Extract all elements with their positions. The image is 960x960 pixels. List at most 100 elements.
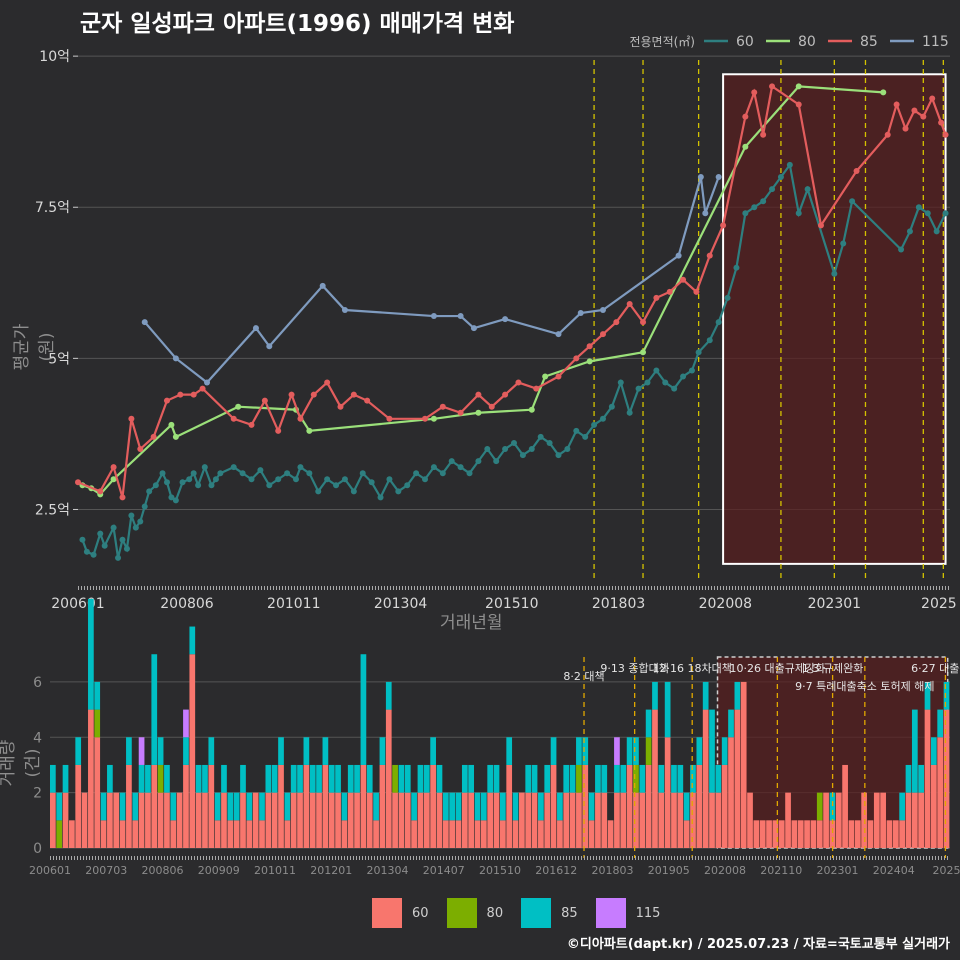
bar-60 <box>506 764 513 848</box>
data-point-85 <box>310 391 317 398</box>
bar-60 <box>138 792 145 848</box>
data-point-115 <box>577 310 584 317</box>
bar-60 <box>753 820 760 848</box>
data-point-85 <box>190 391 197 398</box>
bar-60 <box>208 764 215 848</box>
bar-60 <box>671 792 677 848</box>
policy-annotation: 10·26 대출규제강화 <box>730 662 826 675</box>
legend-swatch <box>521 898 552 928</box>
bar-85 <box>385 681 392 710</box>
data-point-85 <box>938 119 945 126</box>
data-point-60 <box>297 464 304 471</box>
bar-60 <box>538 820 544 848</box>
bar-60 <box>677 792 684 848</box>
data-point-85 <box>640 319 647 326</box>
bar-60 <box>379 764 386 848</box>
bar-85 <box>290 764 297 793</box>
data-point-60 <box>653 367 660 374</box>
bar-85 <box>601 764 608 793</box>
bar-60 <box>202 792 208 848</box>
bar-85 <box>442 792 449 821</box>
top-x-tick-label: 200806 <box>160 596 214 612</box>
bottom-x-tick-label: 200806 <box>142 864 184 877</box>
data-point-85 <box>653 294 660 301</box>
bar-60 <box>582 764 589 848</box>
data-point-60 <box>152 482 159 489</box>
bottom-x-tick-label: 200909 <box>198 864 240 877</box>
data-point-85 <box>884 131 891 138</box>
bar-85 <box>195 764 202 793</box>
bar-85 <box>259 792 265 821</box>
bar-60 <box>734 709 741 848</box>
data-point-80 <box>880 89 887 96</box>
data-point-85 <box>488 403 495 410</box>
bar-115 <box>614 737 620 765</box>
bar-60 <box>487 792 494 848</box>
data-point-60 <box>840 240 847 247</box>
bar-60 <box>772 820 779 848</box>
data-point-60 <box>849 198 856 205</box>
data-point-60 <box>502 446 509 453</box>
bar-60 <box>354 792 360 848</box>
bar-60 <box>335 792 341 848</box>
data-point-85 <box>337 403 344 410</box>
series-line-115 <box>143 176 720 385</box>
bar-85 <box>157 737 164 765</box>
bar-85 <box>119 792 126 821</box>
data-point-85 <box>586 343 593 350</box>
bar-60 <box>861 792 867 848</box>
bar-60 <box>911 792 918 848</box>
data-point-115 <box>702 210 709 217</box>
data-point-60 <box>695 349 702 356</box>
bottom-y-tick-label: 0 <box>33 841 42 857</box>
bar-85 <box>138 764 145 793</box>
bar-85 <box>512 792 519 821</box>
bar-80 <box>56 820 63 848</box>
data-point-60 <box>942 210 949 217</box>
bar-60 <box>278 764 284 848</box>
data-point-115 <box>457 313 464 320</box>
bar-85 <box>576 737 582 765</box>
legend-item-85: 85 <box>521 898 578 928</box>
data-point-85 <box>613 319 620 326</box>
bar-80 <box>633 764 639 793</box>
data-point-85 <box>128 415 135 422</box>
bar-60 <box>398 792 405 848</box>
bar-85 <box>240 764 246 793</box>
bar-60 <box>918 792 925 848</box>
data-point-85 <box>533 385 540 392</box>
bar-60 <box>328 792 335 848</box>
legend-swatch <box>446 898 477 928</box>
bar-85 <box>183 737 189 765</box>
bar-60 <box>930 764 937 848</box>
data-point-60 <box>97 530 104 537</box>
data-point-85 <box>439 403 446 410</box>
bar-85 <box>233 792 240 821</box>
data-point-85 <box>795 101 802 108</box>
bar-85 <box>88 598 94 710</box>
data-point-60 <box>123 545 130 552</box>
bar-60 <box>227 820 234 848</box>
bar-85 <box>335 764 341 793</box>
data-point-80 <box>430 415 437 422</box>
data-point-60 <box>230 464 237 471</box>
data-point-60 <box>350 488 357 495</box>
bar-85 <box>734 681 741 710</box>
data-point-115 <box>697 174 704 181</box>
bar-85 <box>728 709 734 738</box>
bar-60 <box>810 820 817 848</box>
bar-60 <box>309 792 316 848</box>
bar-60 <box>221 792 227 848</box>
bar-85 <box>354 764 360 793</box>
bar-85 <box>56 792 63 821</box>
data-point-85 <box>666 288 673 295</box>
bar-80 <box>94 709 101 738</box>
data-point-60 <box>786 161 793 168</box>
bar-85 <box>145 764 151 793</box>
policy-annotation: 6·27 대출규제 <box>911 662 960 675</box>
bottom-x-tick-label: 200601 <box>29 864 71 877</box>
data-point-60 <box>172 497 179 504</box>
data-point-60 <box>324 476 331 483</box>
bar-85 <box>50 764 56 793</box>
bottom-x-tick-label: 201803 <box>592 864 634 877</box>
